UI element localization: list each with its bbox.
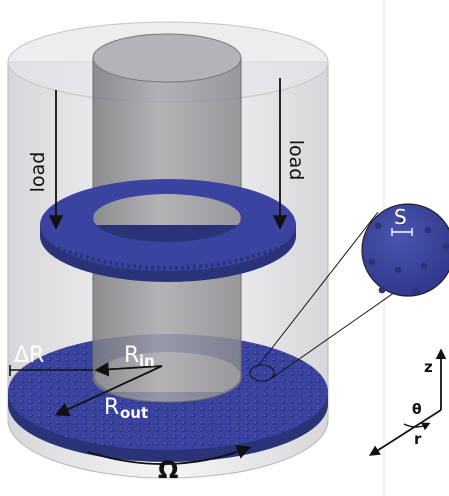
r-in-sub: in: [139, 352, 155, 370]
r-out-label: R out: [104, 395, 148, 422]
axis-r-label: r: [414, 430, 422, 448]
delta-r-label: ΔR: [14, 343, 44, 368]
rotation-arrow: [87, 445, 252, 465]
axes-triad: [368, 348, 447, 456]
r-out-sub: out: [120, 404, 148, 422]
load-label-left: load: [27, 152, 49, 193]
r-out-base: R: [104, 395, 119, 420]
r-in-label: R in: [124, 343, 155, 370]
radius-arrows: [9, 362, 163, 417]
spacing-label: S: [394, 205, 407, 229]
axis-z-label: z: [424, 358, 433, 376]
r-in-base: R: [124, 343, 139, 368]
top-ring: [40, 179, 296, 282]
inner-cylinder: [92, 33, 242, 403]
bottom-ring: [8, 334, 328, 462]
load-label-right: load: [285, 140, 307, 181]
axis-theta-label: θ: [412, 402, 422, 418]
omega-label: Ω: [158, 456, 178, 484]
zoom-inset: [249, 203, 449, 382]
